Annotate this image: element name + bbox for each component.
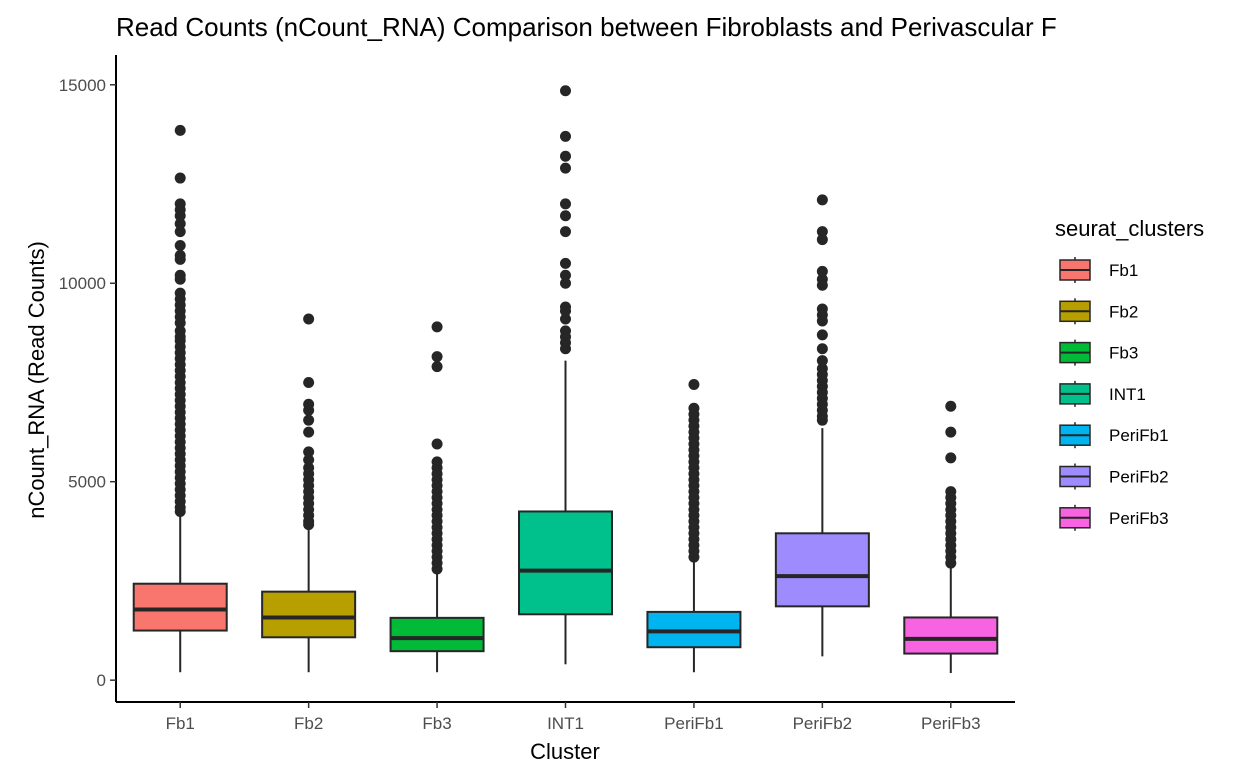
outlier-point xyxy=(560,130,571,142)
outlier-point xyxy=(560,343,571,355)
outlier-point xyxy=(431,361,443,373)
outlier-point xyxy=(560,226,571,238)
box-int1 xyxy=(518,85,613,665)
outlier-point xyxy=(303,376,315,388)
legend-item-fb3: Fb3 xyxy=(1059,339,1138,366)
chart-title: Read Counts (nCount_RNA) Comparison betw… xyxy=(116,12,1057,42)
legend-item-int1: INT1 xyxy=(1059,380,1146,407)
legend: Fb1 Fb2 Fb3 INT1 PeriFb1 PeriFb2 PeriFb3 xyxy=(1059,257,1169,531)
outlier-point xyxy=(560,305,571,317)
outlier-point xyxy=(303,313,315,325)
outlier-point xyxy=(560,313,571,325)
outlier-point xyxy=(174,210,186,222)
box-perifb3 xyxy=(903,400,999,674)
outlier-point xyxy=(816,194,828,206)
outlier-point xyxy=(431,438,443,450)
outlier-point xyxy=(688,551,700,563)
y-axis-title: nCount_RNA (Read Counts) xyxy=(24,241,49,519)
box-body xyxy=(903,616,999,655)
outlier-point xyxy=(560,269,571,281)
outlier-point xyxy=(560,85,571,97)
outlier-point xyxy=(174,124,186,136)
outlier-point xyxy=(303,404,315,416)
outlier-point xyxy=(174,218,186,230)
legend-item-perifb3: PeriFb3 xyxy=(1059,504,1169,531)
x-tick-label: PeriFb1 xyxy=(664,714,724,733)
outlier-point xyxy=(560,198,571,210)
x-tick-label: Fb1 xyxy=(166,714,195,733)
outlier-point xyxy=(945,557,957,569)
outlier-point xyxy=(303,446,315,458)
outlier-point xyxy=(303,519,315,531)
outlier-point xyxy=(174,226,186,238)
outlier-point xyxy=(688,378,700,390)
outlier-point xyxy=(560,210,571,222)
legend-item-fb1: Fb1 xyxy=(1059,257,1138,283)
legend-label: PeriFb1 xyxy=(1109,426,1169,445)
outlier-point xyxy=(945,452,957,464)
x-tick-label: INT1 xyxy=(547,714,584,733)
box-body xyxy=(774,532,870,608)
outlier-point xyxy=(945,426,957,438)
box-body xyxy=(518,510,613,616)
y-tick-label: 10000 xyxy=(59,274,106,293)
outlier-point xyxy=(174,317,186,329)
outlier-point xyxy=(560,277,571,289)
legend-title: seurat_clusters xyxy=(1055,216,1204,241)
y-tick-label: 0 xyxy=(97,671,106,690)
y-tick-label: 15000 xyxy=(59,76,106,95)
outlier-point xyxy=(303,426,315,438)
outlier-point xyxy=(816,414,828,426)
outlier-point xyxy=(431,321,443,333)
box-body xyxy=(132,582,228,632)
outlier-point xyxy=(303,414,315,426)
x-tick-label: PeriFb3 xyxy=(921,714,981,733)
outlier-point xyxy=(816,226,828,238)
outlier-point xyxy=(816,279,828,291)
box-fb1 xyxy=(132,124,228,673)
legend-item-perifb1: PeriFb1 xyxy=(1059,422,1169,449)
legend-label: PeriFb3 xyxy=(1109,509,1169,528)
outlier-point xyxy=(816,265,828,277)
x-axis-title: Cluster xyxy=(530,739,600,764)
box-fb3 xyxy=(389,321,485,673)
outlier-point xyxy=(816,355,828,367)
legend-label: Fb1 xyxy=(1109,261,1138,280)
axes: 0 5000 10000 15000 Fb1 Fb2 Fb3 INT1 PeriFb1 PeriF… xyxy=(59,55,1015,733)
outlier-point xyxy=(816,234,828,246)
legend-item-fb2: Fb2 xyxy=(1059,298,1138,325)
outlier-point xyxy=(303,454,315,466)
legend-label: Fb2 xyxy=(1109,302,1138,321)
outlier-point xyxy=(816,315,828,327)
legend-item-perifb2: PeriFb2 xyxy=(1059,463,1169,490)
outlier-point xyxy=(560,257,571,269)
box-fb2 xyxy=(261,313,357,673)
box-body xyxy=(389,616,485,653)
outlier-point xyxy=(431,351,443,363)
box-perifb2 xyxy=(774,194,870,657)
outlier-point xyxy=(560,150,571,162)
plot-area xyxy=(132,85,999,674)
box-perifb1 xyxy=(646,378,742,673)
outlier-point xyxy=(431,563,443,575)
x-tick-label: Fb3 xyxy=(422,714,451,733)
outlier-point xyxy=(816,329,828,341)
legend-label: INT1 xyxy=(1109,385,1146,404)
x-tick-label: Fb2 xyxy=(294,714,323,733)
outlier-point xyxy=(945,400,957,412)
y-tick-label: 5000 xyxy=(68,473,106,492)
outlier-point xyxy=(560,162,571,174)
legend-label: Fb3 xyxy=(1109,344,1138,363)
box-body xyxy=(261,590,357,639)
outlier-point xyxy=(174,172,186,184)
outlier-point xyxy=(174,273,186,285)
outlier-point xyxy=(174,253,186,265)
x-tick-label: PeriFb2 xyxy=(793,714,853,733)
outlier-point xyxy=(174,505,186,517)
outlier-point xyxy=(816,343,828,355)
legend-label: PeriFb2 xyxy=(1109,468,1169,487)
outlier-point xyxy=(174,240,186,252)
